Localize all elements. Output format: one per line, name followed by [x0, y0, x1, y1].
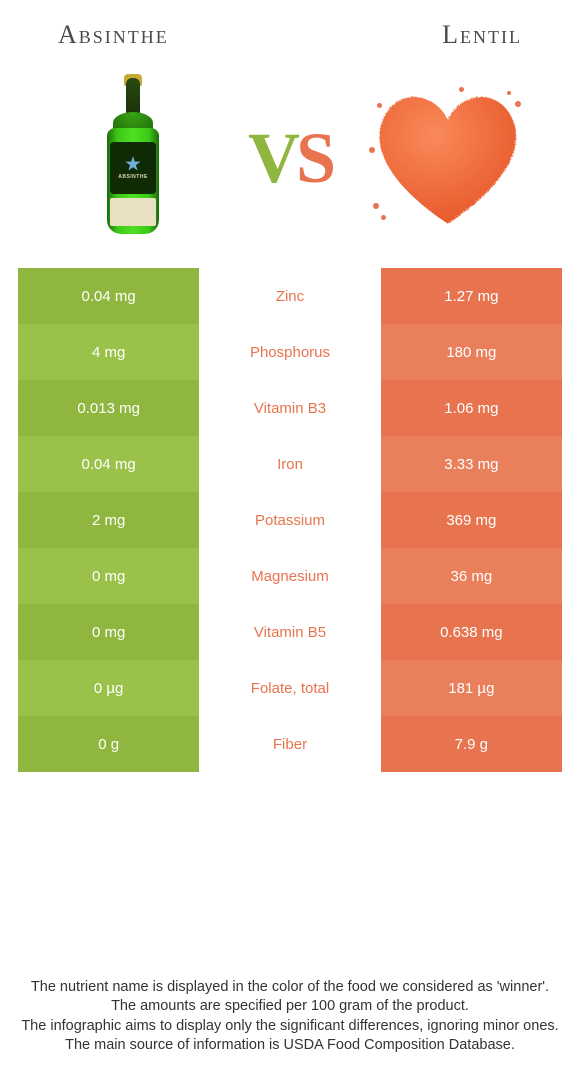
right-value: 181 µg — [381, 660, 562, 716]
left-value: 0.04 mg — [18, 268, 199, 324]
table-row: 4 mgPhosphorus180 mg — [18, 324, 562, 380]
right-value: 369 mg — [381, 492, 562, 548]
left-value: 0 µg — [18, 660, 199, 716]
footer-notes: The nutrient name is displayed in the co… — [18, 978, 562, 1056]
table-row: 0 gFiber7.9 g — [18, 716, 562, 772]
lentil-dot-icon — [369, 147, 375, 153]
nutrient-name: Phosphorus — [199, 324, 380, 380]
lentil-dot-icon — [373, 203, 379, 209]
right-value: 0.638 mg — [381, 604, 562, 660]
nutrient-name: Fiber — [199, 716, 380, 772]
absinthe-image: ABSINTHE — [48, 73, 218, 243]
footer-line: The infographic aims to display only the… — [18, 1017, 562, 1037]
table-row: 0.013 mgVitamin B31.06 mg — [18, 380, 562, 436]
nutrient-name: Zinc — [199, 268, 380, 324]
titles-row: Absinthe Lentil — [18, 20, 562, 68]
nutrient-tbody: 0.04 mgZinc1.27 mg4 mgPhosphorus180 mg0.… — [18, 268, 562, 772]
lentil-dot-icon — [459, 87, 464, 92]
left-value: 0 mg — [18, 548, 199, 604]
table-row: 0.04 mgIron3.33 mg — [18, 436, 562, 492]
left-value: 0 g — [18, 716, 199, 772]
nutrient-name: Vitamin B3 — [199, 380, 380, 436]
table-row: 2 mgPotassium369 mg — [18, 492, 562, 548]
vs-s: S — [296, 118, 332, 198]
right-value: 180 mg — [381, 324, 562, 380]
footer-line: The amounts are specified per 100 gram o… — [18, 997, 562, 1017]
footer-line: The nutrient name is displayed in the co… — [18, 978, 562, 998]
left-value: 2 mg — [18, 492, 199, 548]
table-row: 0 mgVitamin B50.638 mg — [18, 604, 562, 660]
lentil-heart-icon — [367, 83, 527, 233]
left-value: 0.013 mg — [18, 380, 199, 436]
table-row: 0 µgFolate, total181 µg — [18, 660, 562, 716]
infographic-root: Absinthe Lentil ABSINTHE VS — [0, 0, 580, 1084]
right-title: Lentil — [442, 20, 522, 50]
lentil-image — [362, 73, 532, 243]
nutrient-name: Potassium — [199, 492, 380, 548]
lentil-dot-icon — [507, 91, 511, 95]
left-value: 4 mg — [18, 324, 199, 380]
nutrient-name: Vitamin B5 — [199, 604, 380, 660]
hero-row: ABSINTHE VS — [18, 68, 562, 268]
lentil-dot-icon — [377, 103, 382, 108]
bottle-star-icon — [125, 156, 141, 172]
right-value: 1.27 mg — [381, 268, 562, 324]
absinthe-bottle-icon: ABSINTHE — [103, 78, 163, 238]
vs-label: VS — [248, 117, 332, 200]
right-value: 7.9 g — [381, 716, 562, 772]
bottle-label-text: ABSINTHE — [118, 174, 148, 180]
heart-shape-icon — [367, 83, 527, 233]
nutrient-name: Magnesium — [199, 548, 380, 604]
nutrient-name: Iron — [199, 436, 380, 492]
left-title: Absinthe — [58, 20, 169, 50]
footer-line: The main source of information is USDA F… — [18, 1036, 562, 1056]
bottle-low-label-icon — [110, 198, 156, 226]
nutrient-name: Folate, total — [199, 660, 380, 716]
vs-v: V — [248, 118, 296, 198]
right-value: 36 mg — [381, 548, 562, 604]
left-value: 0.04 mg — [18, 436, 199, 492]
bottle-label-icon: ABSINTHE — [110, 142, 156, 194]
left-value: 0 mg — [18, 604, 199, 660]
right-value: 3.33 mg — [381, 436, 562, 492]
lentil-dot-icon — [381, 215, 386, 220]
table-row: 0 mgMagnesium36 mg — [18, 548, 562, 604]
nutrient-table: 0.04 mgZinc1.27 mg4 mgPhosphorus180 mg0.… — [18, 268, 562, 772]
right-value: 1.06 mg — [381, 380, 562, 436]
lentil-dot-icon — [515, 101, 521, 107]
table-row: 0.04 mgZinc1.27 mg — [18, 268, 562, 324]
